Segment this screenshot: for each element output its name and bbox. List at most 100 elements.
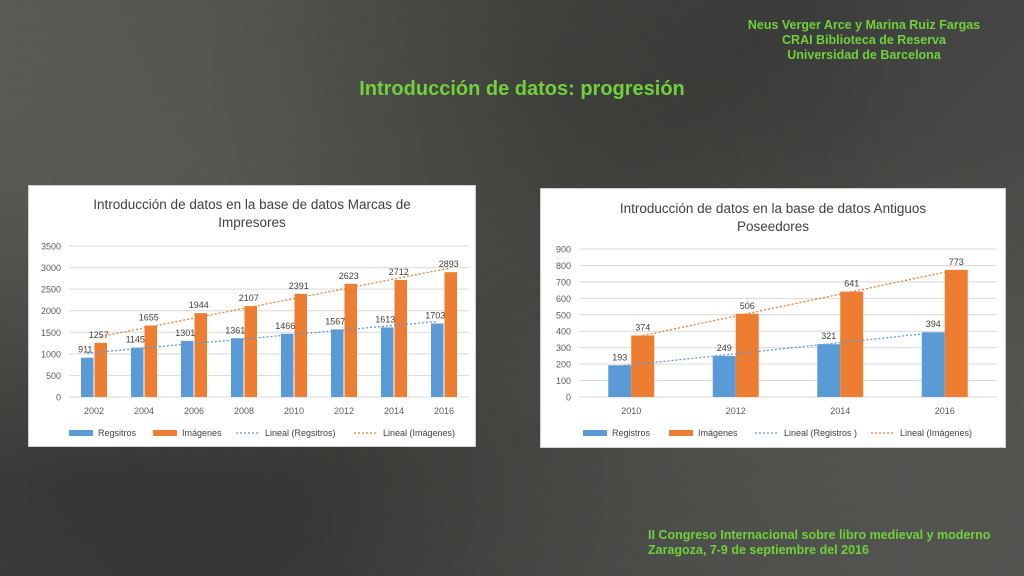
y-tick-label: 300 [556,343,571,353]
data-label: 1145 [126,335,145,345]
y-tick-label: 200 [556,360,571,370]
legend-label: Lineal (Imágenes) [900,428,972,438]
x-tick-label: 2016 [434,406,454,416]
chart-svg: 0 500 1000 1500 2000 2500 3000 3500 911 1145 1301 1… [41,242,469,438]
chart-title-line2: Poseedores [736,219,810,234]
bar-registros [608,365,632,397]
y-tick-label: 600 [556,294,571,304]
data-label: 773 [949,257,964,267]
footer: II Congreso Internacional sobre libro me… [648,528,990,558]
data-label: 249 [717,343,732,353]
y-tick-label: 0 [56,393,61,403]
legend-label: Regsitros [98,428,137,438]
bar-imágenes [840,291,864,397]
data-label: 2623 [339,271,359,281]
data-label: 394 [926,319,941,329]
data-label: 1703 [425,311,445,321]
bar-regsitros [131,347,144,397]
chart-svg: 0 100 200 300 400 500 600 700 800 900 193 249 321 394… [556,245,997,438]
chart-marcas-impresores: Introducción de datos en la base de dato… [28,185,476,447]
legend-swatch [583,430,607,436]
credits-institution: CRAI Biblioteca de Reserva [782,33,946,47]
data-label: 1301 [175,328,195,338]
chart-title: Introducción de datos en la base de dato… [541,200,1005,236]
x-tick-label: 2014 [830,406,850,416]
legend-label: Lineal (Registros ) [784,428,857,438]
slide-title: Introducción de datos: progresión [359,78,685,100]
data-label: 2893 [439,259,459,269]
data-label: 374 [635,322,650,332]
y-tick-label: 2500 [41,285,61,295]
bar-imágenes [144,325,157,397]
bar-imágenes [631,335,655,397]
y-tick-label: 1500 [41,328,61,338]
footer-dates: Zaragoza, 7-9 de septiembre del 2016 [648,543,869,557]
chart-title-line1: Introducción de datos en la base de dato… [619,201,927,216]
x-tick-label: 2012 [726,406,746,416]
data-label: 641 [844,279,859,289]
legend-swatch [669,430,693,436]
x-tick-label: 2010 [621,406,641,416]
trendline [642,269,957,337]
bar-registros [712,356,736,397]
x-tick-label: 2002 [84,406,104,416]
y-tick-label: 500 [46,371,61,381]
data-label: 1613 [375,314,395,324]
y-tick-label: 3000 [41,263,61,273]
data-label: 506 [740,301,755,311]
data-label: 1655 [139,313,159,323]
trendline [87,320,438,354]
chart-title-line1: Introducción de datos en la base de dato… [93,197,411,212]
x-tick-label: 2008 [234,406,254,416]
data-label: 2391 [289,281,309,291]
y-tick-label: 1000 [41,349,61,359]
bar-registros [921,332,945,397]
y-tick-label: 100 [556,376,571,386]
footer-congress: II Congreso Internacional sobre libro me… [648,528,991,542]
chart-title-line2: Impresores [218,215,286,230]
bar-regsitros [231,338,244,397]
data-label: 1944 [189,300,209,310]
legend-swatch [69,430,93,436]
bar-imágenes [194,313,207,397]
y-tick-label: 800 [556,261,571,271]
bar-regsitros [81,357,94,397]
bar-imágenes [944,269,968,397]
x-tick-label: 2016 [935,406,955,416]
x-tick-label: 2004 [134,406,154,416]
y-tick-label: 900 [556,245,571,255]
trendline [100,267,451,338]
data-label: 1257 [89,330,109,340]
data-label: 1567 [325,316,345,326]
data-label: 1466 [275,321,295,331]
legend-label: Lineal (Imágenes) [383,428,455,438]
data-label: 193 [612,352,627,362]
bar-regsitros [281,333,294,397]
bar-regsitros [381,327,394,397]
credits-university: Universidad de Barcelona [787,48,941,62]
y-tick-label: 3500 [41,242,61,252]
data-label: 911 [78,345,92,355]
credits-block: Neus Verger Arce y Marina Ruiz Fargas CR… [714,18,1014,63]
legend-swatch [153,430,177,436]
bar-registros [817,344,841,397]
trendline [619,332,934,367]
y-tick-label: 500 [556,310,571,320]
y-tick-label: 400 [556,327,571,337]
bar-regsitros [331,329,344,397]
x-tick-label: 2010 [284,406,304,416]
credits-authors: Neus Verger Arce y Marina Ruiz Fargas [747,18,981,32]
x-tick-label: 2012 [334,406,354,416]
bar-imágenes [244,306,257,397]
bar-imágenes [94,342,107,397]
bar-imágenes [394,279,407,397]
bar-regsitros [431,323,444,397]
x-tick-label: 2014 [384,406,404,416]
y-tick-label: 0 [566,393,571,403]
legend-label: Imágenes [698,428,738,438]
x-tick-label: 2006 [184,406,204,416]
legend-label: Imágenes [182,428,222,438]
bar-imágenes [344,283,357,397]
bar-imágenes [294,293,307,397]
legend-label: Lineal (Regsitros) [265,428,336,438]
